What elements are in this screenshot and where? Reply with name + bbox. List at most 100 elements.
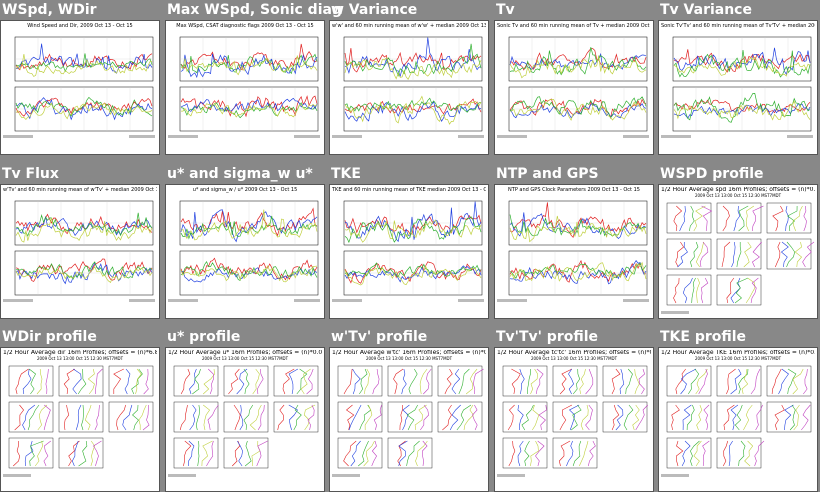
- profile-line: [558, 440, 571, 467]
- profile-line: [22, 368, 32, 395]
- profile-line: [722, 440, 728, 467]
- profile-line: [180, 368, 191, 395]
- profile-line: [572, 368, 581, 395]
- profile-line: [625, 368, 633, 395]
- profile-line: [688, 368, 700, 395]
- profile-line: [132, 404, 139, 431]
- data-series-line: [15, 53, 153, 73]
- profile-line: [252, 368, 260, 395]
- profile-line: [566, 440, 574, 467]
- tile-title: Tv'Tv' profile: [496, 329, 599, 345]
- profile-line: [77, 368, 87, 395]
- profile-line: [689, 205, 695, 232]
- profile-line: [244, 440, 252, 467]
- plot-title: 1/2 Hour Average tc'tc' 16m Profiles; of…: [497, 350, 651, 356]
- plot-subtitle: 2009 Oct 13 13:00 Oct 15 12:30 MST7MDT: [694, 193, 782, 198]
- plot-thumbnail-link[interactable]: 1/2 Hour Average dir 16m Profiles; offse…: [0, 347, 160, 492]
- footer-text-block: [661, 474, 689, 477]
- plot-thumbnail-link[interactable]: w'Tv' and 60 min running mean of w'Tv' +…: [0, 184, 160, 319]
- profile-line: [743, 241, 752, 268]
- plot-graphic: [661, 365, 812, 477]
- profile-line: [364, 368, 370, 395]
- tile-wspd-wdir: WSpd, WDir Wind Speed and Dir, 2009 Oct 1…: [0, 0, 160, 160]
- profile-line: [249, 404, 262, 431]
- plot-graphic: [3, 36, 155, 138]
- tile-title: u* profile: [167, 329, 241, 345]
- plot-thumbnail-link[interactable]: w'w' and 60 min running mean of w'w' + m…: [329, 20, 489, 155]
- profile-line: [465, 368, 478, 395]
- plot-thumbnail-link[interactable]: 1/2 Hour Average u* 16m Profiles; offset…: [165, 347, 325, 492]
- profile-line: [532, 404, 540, 431]
- data-series-line: [344, 219, 482, 243]
- data-series-line: [15, 102, 153, 121]
- plot-thumbnail-link[interactable]: 1/2 Hour Average TKE 16m Profiles; offse…: [658, 347, 818, 492]
- profile-line: [231, 440, 241, 467]
- profile-line: [423, 368, 432, 395]
- data-series-line: [344, 43, 482, 77]
- profile-panel: [108, 365, 154, 397]
- plot-thumbnail-link[interactable]: Sonic Tv'Tv' and 60 min running mean of …: [658, 20, 818, 155]
- profile-line: [458, 368, 470, 395]
- footer-text-block: [3, 299, 33, 302]
- profile-line: [29, 440, 44, 467]
- data-series-line: [180, 265, 318, 283]
- profile-panel: [173, 401, 219, 433]
- profile-line: [372, 368, 380, 395]
- profile-panel: [766, 365, 812, 397]
- profile-panel: [223, 437, 269, 469]
- profile-line: [508, 440, 516, 467]
- profile-line: [207, 368, 214, 395]
- tile-title: Tv Variance: [660, 2, 752, 18]
- profile-line: [201, 440, 213, 467]
- plot-thumbnail-link[interactable]: 1/2 Hour Average tc'tc' 16m Profiles; of…: [494, 347, 654, 492]
- profile-line: [206, 440, 214, 467]
- plot-thumbnail-link[interactable]: 1/2 Hour Average spd 16m Profiles; offse…: [658, 184, 818, 319]
- profile-line: [36, 368, 43, 395]
- profile-line: [34, 440, 44, 467]
- profile-panel: [8, 437, 54, 469]
- footer-text-block: [332, 474, 360, 477]
- profile-line: [343, 368, 353, 395]
- profile-panel: [337, 401, 383, 433]
- profile-line: [675, 368, 686, 395]
- profile-line: [632, 404, 640, 431]
- plot-thumbnail-link[interactable]: Wind Speed and Dir, 2009 Oct 13 - Oct 15: [0, 20, 160, 155]
- profile-line: [588, 440, 596, 467]
- profile-line: [778, 368, 789, 395]
- plot-title: 1/2 Hour Average spd 16m Profiles; offse…: [661, 187, 815, 193]
- profile-line: [239, 404, 244, 431]
- plot-thumbnail-link[interactable]: NTP and GPS Clock Parameters 2009 Oct 13…: [494, 184, 654, 319]
- plot-thumbnail-link[interactable]: TKE and 60 min running mean of TKE media…: [329, 184, 489, 319]
- plot-thumbnail-link[interactable]: Max WSpd, CSAT diagnostic flags 2009 Oct…: [165, 20, 325, 155]
- profile-line: [792, 205, 803, 232]
- profile-line: [802, 241, 815, 268]
- profile-line: [282, 368, 295, 395]
- plot-thumbnail-link[interactable]: 1/2 Hour Average w'tc' 16m Profiles; off…: [329, 347, 489, 492]
- profile-line: [398, 440, 408, 467]
- profile-line: [288, 404, 298, 431]
- profile-line: [68, 440, 80, 467]
- profile-line: [75, 404, 82, 431]
- plot-title: u* and sigma_w / u* 2009 Oct 13 - Oct 15: [192, 187, 298, 193]
- profile-line: [535, 368, 544, 395]
- profile-line: [131, 368, 143, 395]
- data-series-line: [673, 56, 811, 77]
- profile-line: [202, 368, 215, 395]
- profile-line: [752, 205, 764, 232]
- profile-panel: [602, 365, 648, 397]
- plot-thumbnail-link[interactable]: Sonic Tv and 60 min running mean of Tv +…: [494, 20, 654, 155]
- profile-line: [359, 368, 368, 395]
- profile-line: [63, 368, 75, 395]
- profile-panel: [716, 274, 762, 306]
- plot-thumbnail-link[interactable]: u* and sigma_w / u* 2009 Oct 13 - Oct 15: [165, 184, 325, 319]
- tile-tke: TKE TKE and 60 min running mean of TKE me…: [329, 164, 489, 324]
- profile-panel: [716, 202, 762, 234]
- profile-line: [741, 368, 749, 395]
- data-series-line: [180, 207, 318, 237]
- plot-title: Sonic Tv'Tv' and 60 min running mean of …: [661, 23, 815, 29]
- profile-line: [138, 404, 147, 430]
- profile-line: [113, 368, 124, 394]
- data-series-line: [509, 259, 647, 283]
- footer-text-block: [623, 299, 649, 302]
- profile-line: [142, 404, 150, 431]
